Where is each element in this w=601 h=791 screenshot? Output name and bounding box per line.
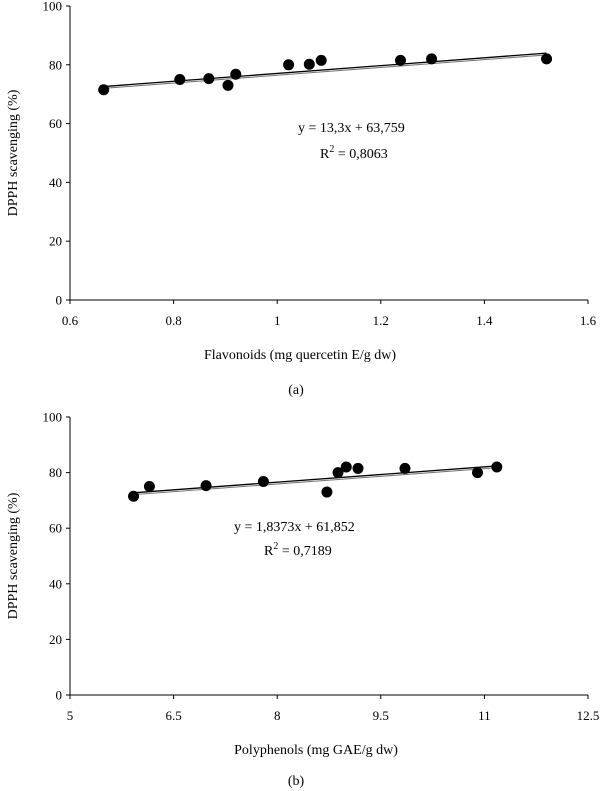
panel-b-x-tick-label: 5 [67, 708, 74, 723]
panel-a-y-tick-label: 20 [49, 234, 62, 249]
panel-a-r2: R2 = 0,8063 [320, 144, 388, 162]
panel-b-trendline-shadow [133, 467, 497, 496]
panel-b-x-tick-label: 9.5 [373, 708, 389, 723]
panel-a-data-point [426, 53, 438, 65]
panel-b-x-label: Polyphenols (mg GAE/g dw) [234, 743, 398, 758]
panel-a-data-point [230, 68, 242, 80]
panel-b-y-tick-label: 40 [49, 576, 62, 591]
panel-a-y-tick-label: 100 [43, 0, 63, 14]
panel-b-data-point [352, 462, 364, 474]
panel-a-data-point [222, 79, 234, 91]
panel-b-y-tick-label: 20 [49, 632, 62, 647]
panel-a-y-tick-label: 80 [49, 57, 62, 72]
panel-b-trendline [133, 465, 497, 494]
panel-b-data-point [321, 486, 333, 498]
panel-a-data-point [541, 53, 553, 65]
panel-a-x-tick-label: 1.6 [580, 313, 597, 328]
panel-a-data-point [283, 59, 295, 71]
panel-a-data-point [394, 54, 406, 66]
panel-a-y-tick-label: 0 [56, 293, 63, 308]
panel-b-y-tick-label: 80 [49, 465, 62, 480]
panel-a-data-point [98, 84, 110, 96]
panel-b-data-point [491, 461, 503, 473]
panel-b-r2: R2 = 0,7189 [264, 541, 332, 559]
panel-a-equation: y = 13,3x + 63,759 [298, 121, 405, 136]
panel-a-x-tick-label: 0.8 [165, 313, 181, 328]
panel-b-data-point [143, 481, 155, 492]
panel-a-y-label: DPPH scavenging (%) [6, 89, 21, 216]
panel-a-x-tick-label: 1 [274, 313, 281, 328]
panel-a-data-point [303, 58, 315, 70]
panel-a-x-tick-label: 1.2 [373, 313, 389, 328]
panel-a-x-tick-label: 1.4 [476, 313, 493, 328]
panel-b-y-tick-label: 0 [56, 688, 63, 703]
panel-b-x-tick-label: 8 [274, 708, 281, 723]
panel-b-data-point [471, 467, 483, 479]
panel-b-data-point [200, 480, 212, 492]
panel-a-caption: (a) [288, 383, 304, 398]
panel-b-data-point [128, 490, 140, 502]
panel-b-y-tick-label: 100 [43, 410, 63, 425]
panel-a-y-tick-label: 40 [49, 175, 62, 190]
panel-b: 0 20 40 60 80 100 5 6.5 8 9.5 11 12.5 y = 1,8373x … [6, 410, 599, 790]
panel-a-data-point [174, 74, 186, 85]
panel-b-caption: (b) [288, 774, 305, 789]
panel-b-x-tick-label: 12.5 [577, 708, 600, 723]
panel-a-data-point [203, 73, 215, 85]
panel-b-x-tick-label: 6.5 [165, 708, 181, 723]
panel-b-y-tick-label: 60 [49, 521, 62, 536]
panel-a-y-tick-label: 60 [49, 116, 62, 131]
panel-a: 0 20 40 60 80 100 0.6 0.8 1 1.2 1.4 1.6 y = 13,3x … [6, 0, 597, 398]
panel-b-data-point [257, 475, 269, 487]
panel-b-x-tick-label: 11 [478, 708, 491, 723]
panel-a-x-tick-label: 0.6 [62, 313, 79, 328]
panel-b-data-point [332, 467, 344, 479]
panel-b-data-point [399, 462, 411, 474]
panel-b-y-label: DPPH scavenging (%) [6, 492, 21, 619]
panel-a-x-label: Flavonoids (mg quercetin E/g dw) [204, 348, 396, 363]
panel-b-equation: y = 1,8373x + 61,852 [234, 520, 355, 535]
panel-a-data-point [315, 54, 327, 66]
panel-b-data-point [340, 461, 352, 473]
